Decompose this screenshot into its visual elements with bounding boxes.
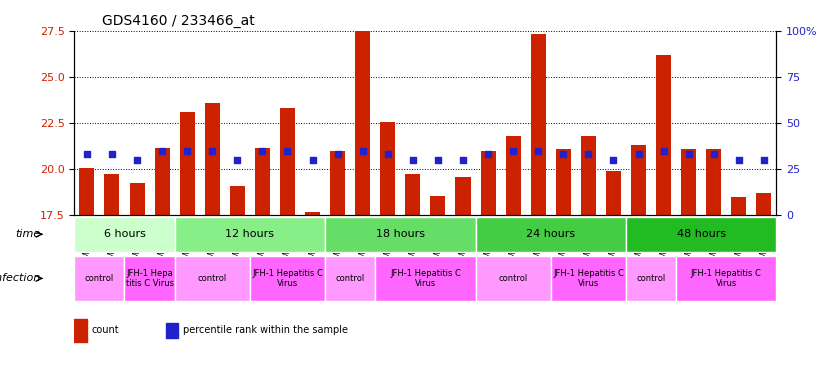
Bar: [731, 197, 747, 215]
Bar: [205, 103, 220, 215]
Point: [657, 147, 670, 154]
Text: JFH-1 Hepatitis C
Virus: JFH-1 Hepatitis C Virus: [553, 269, 624, 288]
Point: [131, 157, 144, 163]
FancyBboxPatch shape: [375, 256, 476, 301]
Bar: [757, 193, 771, 215]
Bar: [280, 108, 295, 215]
Text: count: count: [92, 325, 120, 335]
FancyBboxPatch shape: [626, 217, 776, 252]
Bar: [606, 171, 621, 215]
Bar: [355, 31, 370, 215]
FancyBboxPatch shape: [476, 217, 626, 252]
Point: [431, 157, 444, 163]
Bar: [681, 149, 696, 215]
Text: 24 hours: 24 hours: [526, 229, 576, 239]
Bar: [380, 122, 396, 215]
Point: [256, 147, 269, 154]
Point: [632, 151, 645, 157]
Bar: [330, 151, 345, 215]
Text: 6 hours: 6 hours: [103, 229, 145, 239]
Point: [482, 151, 495, 157]
Bar: [165, 323, 178, 338]
Bar: [179, 112, 195, 215]
Text: control: control: [335, 274, 365, 283]
Point: [106, 151, 119, 157]
FancyBboxPatch shape: [476, 256, 551, 301]
Bar: [430, 196, 445, 215]
Text: JFH-1 Hepatitis C
Virus: JFH-1 Hepatitis C Virus: [691, 269, 762, 288]
Bar: [656, 55, 671, 215]
Bar: [556, 149, 571, 215]
FancyBboxPatch shape: [325, 256, 375, 301]
Text: time: time: [16, 229, 41, 239]
Bar: [154, 148, 169, 215]
FancyBboxPatch shape: [74, 256, 125, 301]
Point: [206, 147, 219, 154]
FancyBboxPatch shape: [174, 217, 325, 252]
Text: 18 hours: 18 hours: [376, 229, 425, 239]
Text: JFH-1 Hepa
titis C Virus: JFH-1 Hepa titis C Virus: [126, 269, 173, 288]
FancyBboxPatch shape: [325, 217, 476, 252]
FancyBboxPatch shape: [249, 256, 325, 301]
Bar: [305, 212, 320, 215]
Text: JFH-1 Hepatitis C
Virus: JFH-1 Hepatitis C Virus: [390, 269, 461, 288]
Point: [331, 151, 344, 157]
Point: [80, 151, 93, 157]
Bar: [130, 183, 145, 215]
Point: [406, 157, 420, 163]
FancyBboxPatch shape: [174, 256, 249, 301]
Point: [381, 151, 394, 157]
Text: percentile rank within the sample: percentile rank within the sample: [183, 325, 349, 335]
Point: [506, 147, 520, 154]
Text: control: control: [197, 274, 227, 283]
Point: [707, 151, 720, 157]
Text: 48 hours: 48 hours: [676, 229, 726, 239]
Bar: [506, 136, 520, 215]
FancyBboxPatch shape: [74, 217, 174, 252]
Point: [155, 147, 169, 154]
Point: [281, 147, 294, 154]
Text: 12 hours: 12 hours: [225, 229, 274, 239]
Bar: [406, 174, 420, 215]
Point: [181, 147, 194, 154]
Bar: [455, 177, 471, 215]
Point: [732, 157, 745, 163]
Text: control: control: [499, 274, 528, 283]
Bar: [230, 185, 244, 215]
Bar: [79, 168, 94, 215]
Bar: [530, 35, 546, 215]
Bar: [104, 174, 120, 215]
Point: [306, 157, 319, 163]
Point: [356, 147, 369, 154]
Point: [230, 157, 244, 163]
Text: control: control: [637, 274, 666, 283]
FancyBboxPatch shape: [676, 256, 776, 301]
Text: JFH-1 Hepatitis C
Virus: JFH-1 Hepatitis C Virus: [252, 269, 323, 288]
Point: [457, 157, 470, 163]
Text: infection: infection: [0, 273, 41, 283]
Bar: [631, 145, 646, 215]
Bar: [255, 148, 270, 215]
Point: [607, 157, 620, 163]
Point: [532, 147, 545, 154]
FancyBboxPatch shape: [125, 256, 174, 301]
Bar: [706, 149, 721, 215]
Point: [582, 151, 595, 157]
FancyBboxPatch shape: [626, 256, 676, 301]
Text: control: control: [85, 274, 114, 283]
Text: GDS4160 / 233466_at: GDS4160 / 233466_at: [102, 14, 255, 28]
Bar: [581, 136, 596, 215]
Point: [682, 151, 695, 157]
Point: [557, 151, 570, 157]
FancyBboxPatch shape: [551, 256, 626, 301]
Bar: [74, 319, 87, 342]
Bar: [481, 151, 496, 215]
Point: [757, 157, 771, 163]
